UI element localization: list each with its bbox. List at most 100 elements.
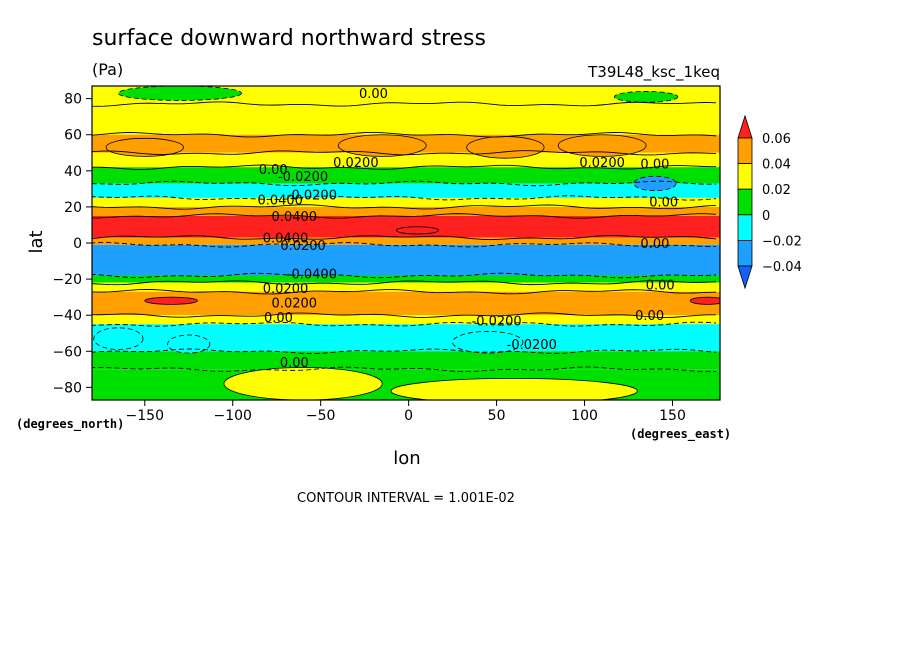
x-axis: −150 −100 −50 0 50 100 150	[126, 400, 686, 424]
contour-anomaly-10	[93, 327, 144, 350]
field-band-5	[92, 183, 720, 198]
x-tick-label-1: −100	[214, 408, 252, 424]
contour-label-10: 0.0400	[263, 232, 309, 247]
x-tick-label-6: 150	[659, 408, 686, 424]
contour-line-2	[92, 131, 717, 138]
field-anomaly-6	[144, 297, 198, 305]
contour-layer	[92, 86, 720, 400]
contour-label-8: 0.0400	[272, 210, 318, 225]
colorbar-segment-3	[737, 214, 753, 241]
field-band-9	[92, 237, 720, 245]
contour-label-4: 0.00	[259, 163, 288, 178]
y-tick-label-4: 0	[73, 236, 82, 252]
contour-line-7	[92, 204, 717, 210]
contour-line-12	[92, 280, 717, 286]
contour-label-5: -0.0200	[278, 170, 328, 185]
field-band-0	[92, 86, 720, 105]
contour-anomaly-5	[395, 226, 439, 235]
field-anomaly-1	[338, 134, 427, 157]
contour-label-13: -0.0400	[287, 268, 337, 283]
contour-line-1	[92, 101, 717, 107]
y-axis: 80 60 40 20 0 −20 −40 −60 −80	[52, 92, 92, 396]
colorbar-segment-4	[737, 239, 753, 267]
contour-label-14: 0.0200	[263, 282, 309, 297]
field-band-11	[92, 275, 720, 283]
contour-line-5	[92, 180, 717, 187]
x-axis-label: lon	[393, 448, 420, 469]
colorbar-label-0: 0.06	[762, 132, 791, 147]
contour-label-21: 0.00	[280, 356, 309, 371]
contour-line-11	[92, 272, 717, 279]
y-tick-label-3: 20	[64, 200, 82, 216]
contour-line-16	[92, 348, 717, 354]
x-tick-label-4: 50	[488, 408, 506, 424]
contour-anomaly-1	[337, 134, 427, 157]
contour-label-15: 0.00	[646, 279, 675, 294]
contour-line-9	[92, 235, 717, 240]
contour-label-16: 0.0200	[272, 297, 318, 312]
field-anomaly-9	[452, 331, 523, 354]
contour-anomaly-3	[557, 134, 647, 157]
contour-anomaly-13	[118, 86, 242, 101]
y-tick-label-5: −20	[52, 272, 82, 288]
contour-label-11: 0.0200	[280, 239, 326, 254]
y-tick-label-2: 40	[64, 164, 82, 180]
field-anomaly-2	[466, 136, 545, 159]
x-tick-label-3: 0	[404, 408, 413, 424]
contour-label-20: -0.0200	[507, 338, 557, 353]
contour-line-10	[92, 242, 717, 248]
x-tick-label-0: −150	[126, 408, 164, 424]
contour-label-2: 0.0200	[579, 156, 625, 171]
contour-label-layer: 0.000.0200 0.0200 0.000.00-0.0200-0.02000.…	[257, 87, 678, 371]
contour-label-19: -0.0200	[472, 315, 522, 330]
field-anomaly-11	[223, 367, 383, 400]
contour-anomaly-8	[167, 334, 211, 354]
colorbar-segment-0	[737, 137, 753, 165]
colorbar-label-5: −0.04	[762, 260, 802, 275]
field-layer	[92, 86, 720, 400]
y-tick-label-8: −80	[52, 380, 82, 396]
field-anomaly-3	[558, 134, 647, 157]
field-anomaly-10	[93, 327, 144, 350]
y-axis-label: lat	[26, 230, 47, 253]
colorbar: 0.06 0.04 0.02 0 −0.02 −0.04	[737, 114, 802, 290]
contour-label-0: 0.00	[359, 87, 388, 102]
field-band-13	[92, 291, 720, 316]
x-units-label: (degrees_east)	[630, 427, 731, 442]
contour-line-17	[92, 366, 717, 373]
field-band-4	[92, 167, 720, 184]
field-anomaly-7	[690, 297, 720, 305]
contour-label-9: 0.00	[649, 195, 678, 210]
field-band-8	[92, 215, 720, 238]
field-band-12	[92, 282, 720, 292]
contour-interval-footer: CONTOUR INTERVAL = 1.001E-02	[297, 491, 515, 506]
field-band-16	[92, 351, 720, 370]
contour-anomaly-9	[452, 331, 524, 354]
field-band-3	[92, 152, 720, 168]
x-tick-label-2: −50	[306, 408, 336, 424]
contour-label-1: 0.0200	[333, 156, 379, 171]
contour-label-3: 0.00	[640, 158, 669, 173]
contour-anomaly-12	[390, 377, 638, 400]
colorbar-segment-1	[737, 163, 753, 190]
field-band-6	[92, 197, 720, 207]
units-label: (Pa)	[92, 60, 123, 79]
field-anomaly-8	[167, 335, 210, 354]
field-band-1	[92, 104, 720, 135]
run-label: T39L48_ksc_1keq	[587, 63, 720, 82]
contour-label-6: -0.0200	[287, 188, 337, 203]
contour-label-18: 0.00	[635, 309, 664, 324]
field-anomaly-4	[633, 176, 677, 191]
contour-line-13	[92, 288, 717, 295]
contour-line-8	[92, 213, 717, 219]
colorbar-extend-max	[737, 114, 753, 139]
contour-anomaly-0	[105, 137, 184, 157]
contour-line-14	[92, 312, 717, 318]
field-anomaly-5	[396, 226, 439, 234]
y-tick-label-7: −60	[52, 344, 82, 360]
contour-label-17: 0.00	[264, 311, 293, 326]
contour-label-12: 0.00	[640, 237, 669, 252]
chart-title: surface downward northward stress	[92, 26, 486, 51]
x-tick-label-5: 100	[571, 408, 598, 424]
